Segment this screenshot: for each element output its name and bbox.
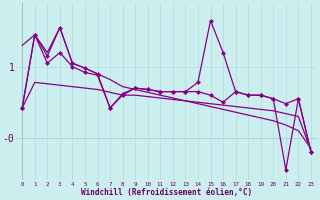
X-axis label: Windchill (Refroidissement éolien,°C): Windchill (Refroidissement éolien,°C) (81, 188, 252, 197)
